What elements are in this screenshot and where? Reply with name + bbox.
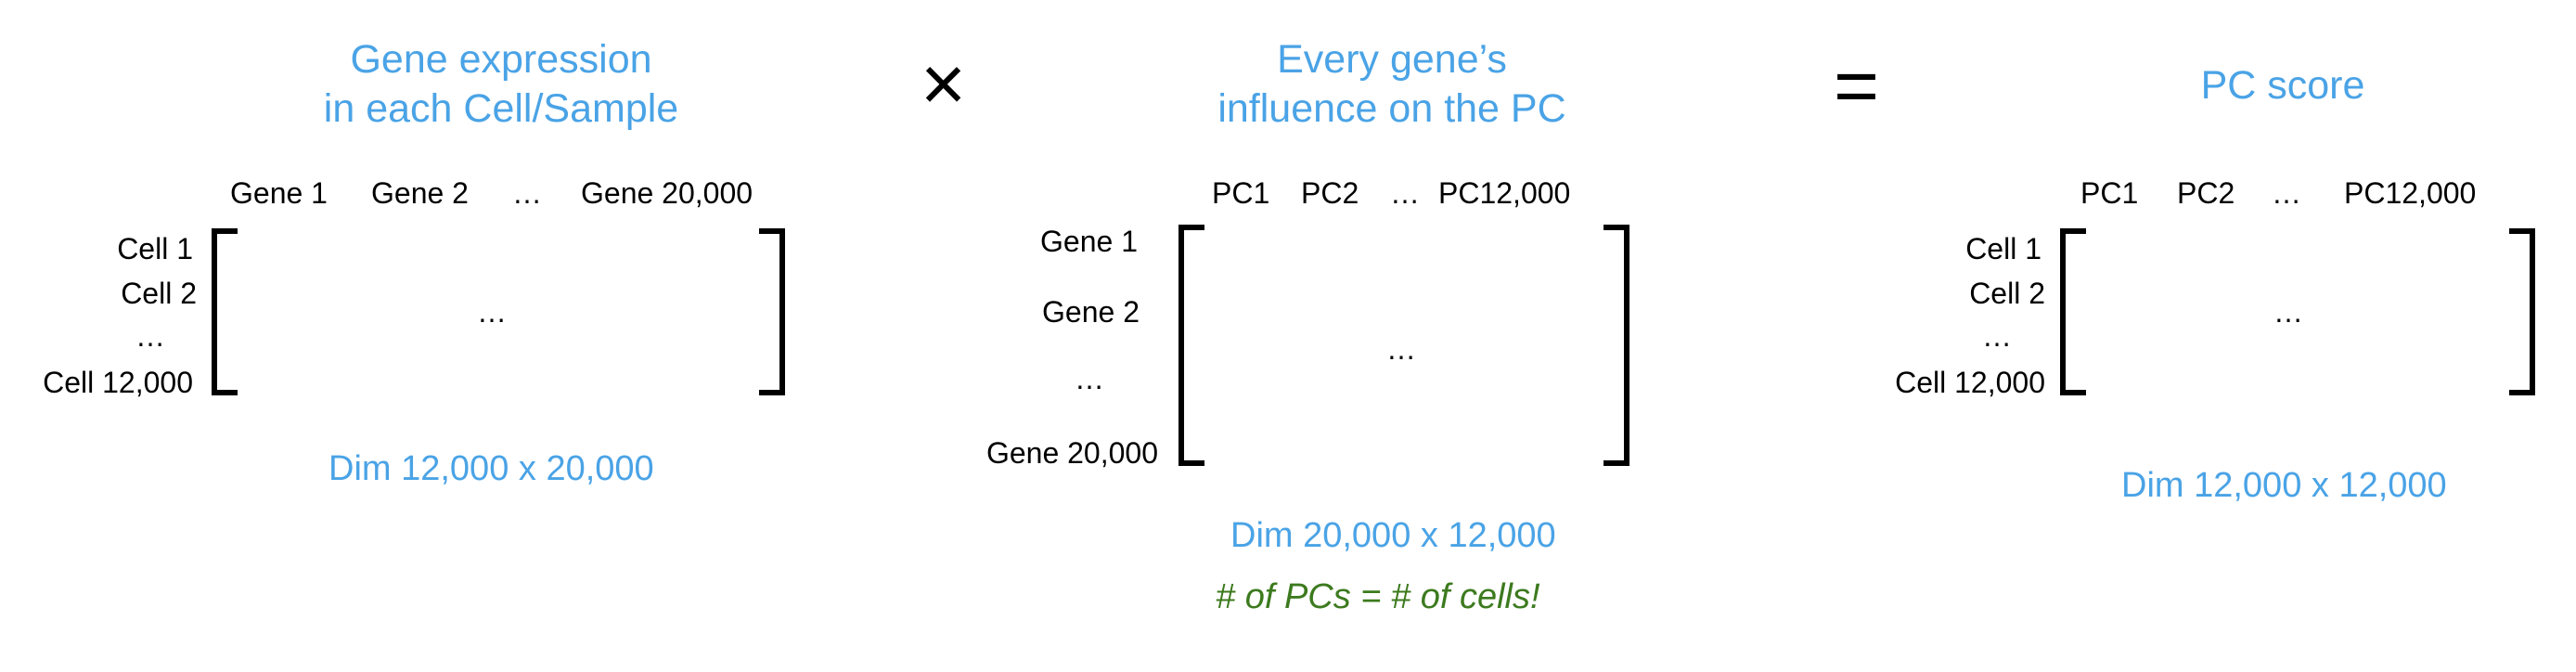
matrix-a-col-header: … [512,176,542,210]
matrix-c-col-header: … [2272,176,2301,210]
equals-operator: = [1834,42,1880,129]
matrix-b-content: … [1386,332,1416,366]
matrix-a-col-header: Gene 20,000 [581,176,753,210]
matrix-a-row-header: Cell 1 [117,232,193,265]
matrix-a-left-bracket [212,228,238,395]
matrix-a-right-bracket [759,228,785,395]
matrix-c-left-bracket [2060,228,2086,395]
matrix-a-row-header: … [135,319,165,353]
matrix-c-row-header: … [1982,319,2012,353]
matrix-b-row-header: Gene 20,000 [985,436,1158,470]
matrix-c-title-text: PC score [2200,63,2365,108]
matrix-a-col-header: Gene 1 [230,176,328,210]
matrix-c-dimensions: Dim 12,000 x 12,000 [2121,466,2447,505]
matrix-c-row-header: Cell 12,000 [1895,366,2045,399]
matrix-b-title: Every gene’s influence on the PC [1151,35,1633,134]
matrix-c-col-header: PC12,000 [2344,176,2477,210]
matrix-a-row-header: Cell 2 [121,277,197,310]
matrix-b-row-header: … [1075,362,1104,395]
matrix-c-col-header: PC1 [2080,176,2139,210]
matrix-c-title: PC score [2041,61,2524,110]
matrix-c-row-header: Cell 2 [1969,277,2045,310]
matrix-c-content: … [2273,295,2303,329]
matrix-a-title: Gene expression in each Cell/Sample [260,35,742,134]
matrix-a-title-line1: Gene expression [350,37,652,82]
matrix-b-col-header: PC2 [1301,176,1359,210]
matrix-c-row-header: Cell 1 [1965,232,2041,265]
matrix-b-dimensions: Dim 20,000 x 12,000 [1230,516,1556,555]
matrix-b-row-header: Gene 1 [1040,225,1138,258]
matrix-a-col-header: Gene 2 [371,176,469,210]
matrix-b-col-header: … [1390,176,1420,210]
matrix-a-dimensions: Dim 12,000 x 20,000 [328,449,654,488]
matrix-c-col-header: PC2 [2177,176,2235,210]
matrix-b-row-header: Gene 2 [1042,295,1140,329]
matrix-b-note: # of PCs = # of cells! [1216,577,1540,616]
matrix-a-row-header: Cell 12,000 [43,366,193,399]
matrix-a-title-line2: in each Cell/Sample [323,86,679,131]
matrix-b-title-line1: Every gene’s [1277,37,1507,82]
multiply-operator: × [921,40,967,127]
matrix-b-col-header: PC1 [1212,176,1270,210]
matrix-b-left-bracket [1179,225,1204,466]
matrix-a-content: … [477,295,507,329]
matrix-c-right-bracket [2509,228,2535,395]
matrix-b-right-bracket [1604,225,1629,466]
matrix-b-col-header: PC12,000 [1438,176,1571,210]
matrix-b-title-line2: influence on the PC [1217,86,1566,131]
